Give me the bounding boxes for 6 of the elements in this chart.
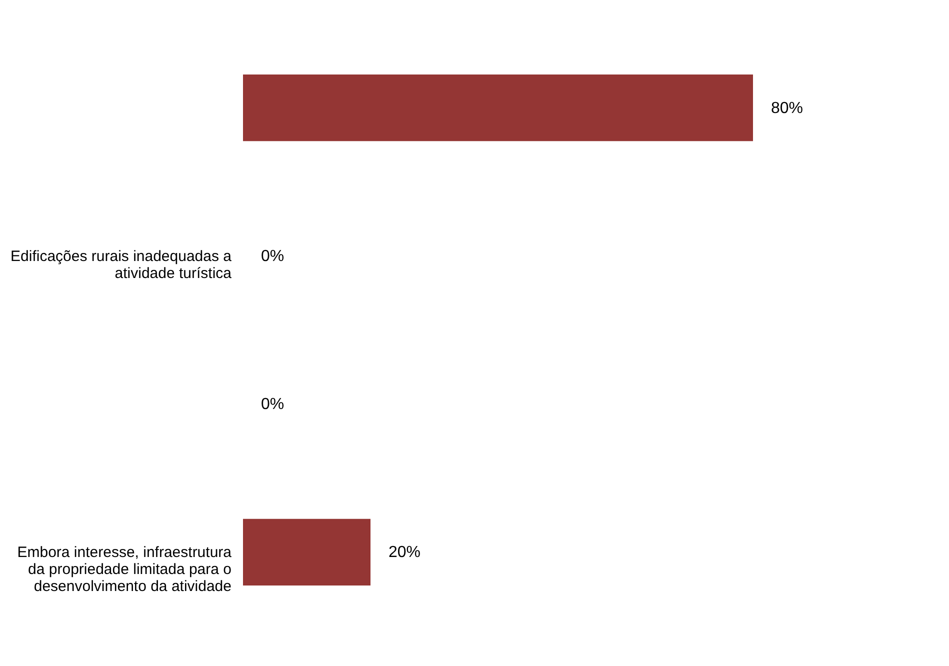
data-label: 80% (771, 100, 804, 117)
data-label: 0% (261, 396, 284, 414)
y-tick-label: Edificações rurais inadequadas a atividade turística (10, 248, 232, 282)
data-label: 0% (261, 248, 284, 265)
data-label: 20% (388, 544, 421, 562)
y-tick-label: Embora interesse, infraestrutura da propriedade limitada para o desenvolvimento da atividade (17, 544, 232, 596)
